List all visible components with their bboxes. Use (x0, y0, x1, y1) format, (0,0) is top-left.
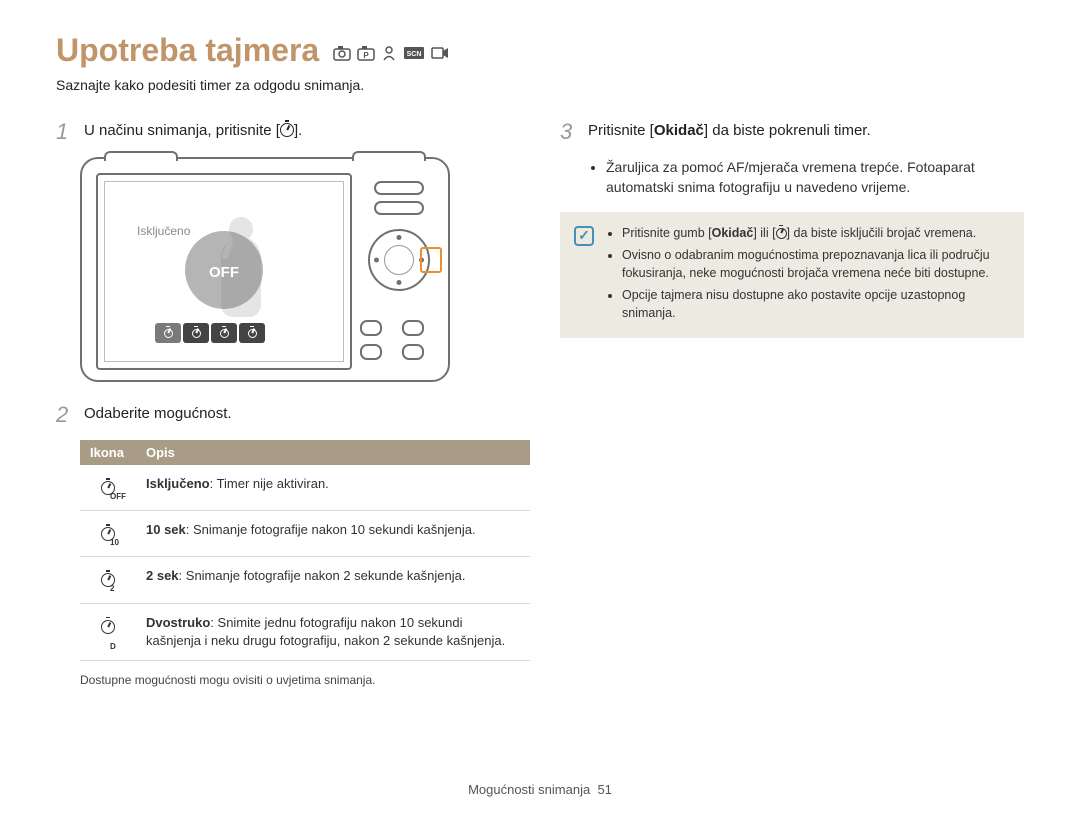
row-icon: D (80, 603, 136, 660)
beauty-icon (381, 45, 397, 61)
row-desc: Isključeno: Timer nije aktiviran. (136, 465, 530, 511)
table-row: OFF Isključeno: Timer nije aktiviran. (80, 465, 530, 511)
row-rest: : Snimanje fotografije nakon 2 sekunde k… (179, 568, 466, 583)
note-item: Opcije tajmera nisu dostupne ako postavi… (622, 286, 1010, 322)
step-1: 1 U načinu snimanja, pritisnite []. (56, 121, 520, 143)
timer-icon (776, 228, 787, 239)
page-footer: Mogućnosti snimanja 51 (0, 782, 1080, 797)
row-icon: 10 (80, 511, 136, 557)
s3-bold: Okidač (654, 122, 704, 139)
lcd-option-bar (155, 323, 265, 343)
step-text: Odaberite mogućnost. (84, 404, 232, 426)
highlight-box (420, 247, 442, 273)
right-column: 3 Pritisnite [Okidač] da biste pokrenuli… (560, 121, 1024, 687)
page-subtitle: Saznajte kako podesiti timer za odgodu s… (56, 77, 1024, 93)
row-desc: 10 sek: Snimanje fotografije nakon 10 se… (136, 511, 530, 557)
opt-off-icon (155, 323, 181, 343)
step-3: 3 Pritisnite [Okidač] da biste pokrenuli… (560, 121, 1024, 143)
camera-p-icon: P (357, 45, 375, 61)
camera-button (374, 181, 424, 195)
icon-sub-label: D (110, 641, 116, 652)
icon-sub-label: OFF (110, 491, 126, 502)
table-row: 10 10 sek: Snimanje fotografije nakon 10… (80, 511, 530, 557)
note-item: Pritisnite gumb [Okidač] ili [ ] da biste… (622, 224, 1010, 242)
row-desc: Dvostruko: Snimite jednu fotografiju nak… (136, 603, 530, 660)
note-bold: Okidač (712, 226, 754, 240)
step3-bullets: Žaruljica za pomoć AF/mjerača vremena tr… (602, 157, 1024, 198)
step-text: Pritisnite [Okidač] da biste pokrenuli t… (588, 121, 871, 143)
note-text: ] da biste isključili brojač vremena. (787, 226, 977, 240)
row-bold: 2 sek (146, 568, 179, 583)
s3-after: ] da biste pokrenuli timer. (704, 122, 871, 139)
row-icon: 2 (80, 557, 136, 603)
page-title: Upotreba tajmera (56, 32, 319, 69)
note-item: Ovisno o odabranim mogućnostima prepozna… (622, 246, 1010, 282)
left-column: 1 U načinu snimanja, pritisnite []. Iskl… (56, 121, 520, 687)
step-number: 3 (560, 121, 578, 143)
svg-text:SCN: SCN (407, 51, 422, 58)
step1-after: ]. (294, 122, 302, 139)
video-icon (431, 46, 449, 60)
icon-sub-label: 2 (110, 583, 114, 594)
off-label: OFF (209, 264, 239, 281)
camera-button (360, 344, 382, 360)
row-icon: OFF (80, 465, 136, 511)
icon-sub-label: 10 (110, 537, 119, 548)
mode-icons-row: P SCN (333, 45, 449, 61)
row-rest: : Snimanje fotografije nakon 10 sekundi … (186, 522, 476, 537)
row-bold: 10 sek (146, 522, 186, 537)
bullet-item: Žaruljica za pomoć AF/mjerača vremena tr… (606, 157, 1024, 198)
note-text: Pritisnite gumb [ (622, 226, 712, 240)
step-text: U načinu snimanja, pritisnite []. (84, 121, 302, 143)
step-number: 2 (56, 404, 74, 426)
step-number: 1 (56, 121, 74, 143)
row-bold: Isključeno (146, 476, 210, 491)
opt-2-icon (211, 323, 237, 343)
camera-button (374, 201, 424, 215)
table-header-icon: Ikona (80, 440, 136, 465)
camera-body: Isključeno OFF (80, 157, 450, 382)
camera-lcd: Isključeno OFF (96, 173, 352, 370)
options-table: Ikona Opis OFF Isključeno: Timer nije ak… (80, 440, 530, 661)
table-row: 2 2 sek: Snimanje fotografije nakon 2 se… (80, 557, 530, 603)
table-footnote: Dostupne mogućnosti mogu ovisiti o uvjet… (80, 673, 520, 687)
camera-button (402, 320, 424, 336)
step1-before: U načinu snimanja, pritisnite [ (84, 122, 280, 139)
lcd-label: Isključeno (137, 224, 190, 238)
note-text: ] ili [ (753, 226, 775, 240)
table-header-desc: Opis (136, 440, 530, 465)
row-rest: : Timer nije aktiviran. (210, 476, 329, 491)
camera-button (402, 344, 424, 360)
info-icon: ✓ (574, 226, 594, 246)
timer-icon (280, 123, 294, 137)
row-bold: Dvostruko (146, 615, 210, 630)
camera-illustration: Isključeno OFF (80, 157, 450, 382)
step-2: 2 Odaberite mogućnost. (56, 404, 520, 426)
s3-before: Pritisnite [ (588, 122, 654, 139)
row-desc: 2 sek: Snimanje fotografije nakon 2 seku… (136, 557, 530, 603)
table-row: D Dvostruko: Snimite jednu fotografiju n… (80, 603, 530, 660)
svg-text:P: P (364, 51, 370, 60)
camera-auto-icon (333, 45, 351, 61)
scn-icon: SCN (403, 46, 425, 60)
opt-double-icon (239, 323, 265, 343)
footer-page-number: 51 (597, 782, 611, 797)
footer-section: Mogućnosti snimanja (468, 782, 590, 797)
note-box: ✓ Pritisnite gumb [Okidač] ili [ ] da bis… (560, 212, 1024, 339)
opt-10-icon (183, 323, 209, 343)
camera-button (360, 320, 382, 336)
